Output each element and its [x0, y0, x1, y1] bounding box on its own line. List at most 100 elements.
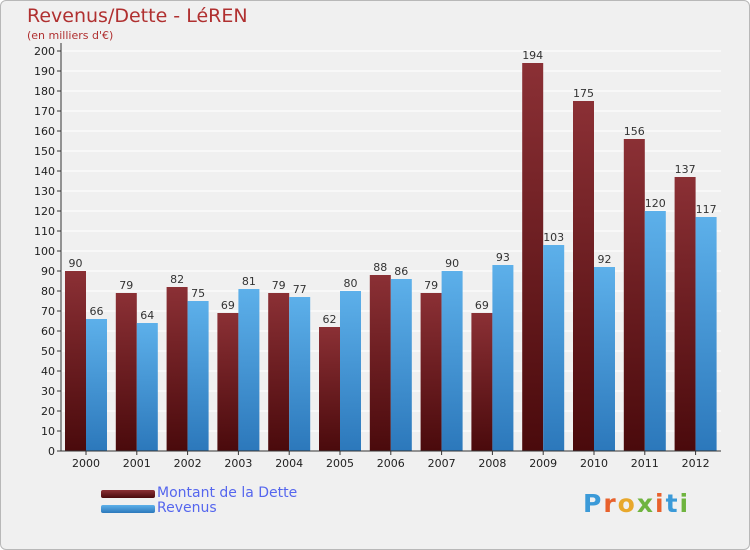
legend-label-revenus: Revenus [157, 500, 217, 516]
bar-revenus [289, 297, 311, 451]
data-label-revenus: 117 [696, 203, 717, 216]
logo-letter: r [603, 489, 618, 518]
proxiti-logo: Proxiti [583, 489, 690, 518]
data-label-revenus: 93 [496, 251, 510, 264]
legend-swatch-revenus [101, 505, 155, 513]
y-tick-label: 100 [34, 245, 55, 258]
data-label-revenus: 64 [140, 309, 154, 322]
x-tick-label: 2004 [275, 457, 303, 470]
data-label-revenus: 86 [394, 265, 408, 278]
y-tick-label: 110 [34, 225, 55, 238]
bar-revenus [594, 267, 615, 451]
y-tick-label: 70 [41, 305, 55, 318]
data-label-revenus: 77 [293, 283, 307, 296]
x-tick-label: 2011 [631, 457, 659, 470]
y-tick-label: 20 [41, 405, 55, 418]
data-label-dette: 194 [522, 49, 543, 62]
data-label-dette: 82 [170, 273, 184, 286]
x-tick-label: 2001 [123, 457, 151, 470]
y-tick-label: 120 [34, 205, 55, 218]
data-label-dette: 69 [221, 299, 235, 312]
y-tick-label: 10 [41, 425, 55, 438]
y-tick-label: 130 [34, 185, 55, 198]
bar-dette [65, 271, 86, 451]
x-tick-label: 2009 [529, 457, 557, 470]
data-label-revenus: 103 [543, 231, 564, 244]
y-tick-label: 80 [41, 285, 55, 298]
x-tick-label: 2000 [72, 457, 100, 470]
data-label-dette: 88 [373, 261, 387, 274]
data-label-dette: 69 [475, 299, 489, 312]
data-label-revenus: 120 [645, 197, 666, 210]
data-label-dette: 79 [119, 279, 133, 292]
bar-dette [217, 313, 239, 451]
bar-revenus [136, 323, 158, 451]
chart-subtitle: (en milliers d'€) [27, 29, 114, 42]
y-tick-label: 40 [41, 365, 55, 378]
x-tick-label: 2003 [224, 457, 252, 470]
legend-swatch-dette [101, 490, 155, 498]
logo-letter: i [679, 489, 691, 518]
y-tick-label: 170 [34, 105, 55, 118]
y-tick-label: 140 [34, 165, 55, 178]
x-tick-label: 2010 [580, 457, 608, 470]
bar-dette [369, 275, 391, 451]
bar-dette [623, 139, 645, 451]
y-tick-label: 50 [41, 345, 55, 358]
bar-dette [420, 293, 442, 451]
y-tick-label: 90 [41, 265, 55, 278]
data-label-dette: 62 [323, 313, 337, 326]
data-label-revenus: 66 [90, 305, 104, 318]
bar-dette [471, 313, 493, 451]
bar-dette [115, 293, 137, 451]
legend-label-dette: Montant de la Dette [157, 485, 298, 501]
logo-letter: t [665, 489, 680, 518]
y-tick-label: 30 [41, 385, 55, 398]
axes [57, 43, 721, 455]
bar-chart: 0 10 20 30 40 50 60 70 80 90 100 110 120 130 140 150 160… [34, 43, 721, 470]
logo-letter: i [655, 489, 666, 518]
bar-revenus [187, 301, 209, 451]
logo-letter: P [583, 489, 604, 518]
y-tick-label: 160 [34, 125, 55, 138]
chart-title: Revenus/Dette - LéREN [27, 5, 248, 27]
bar-revenus [86, 319, 107, 451]
y-tick-label: 150 [34, 145, 55, 158]
bar-revenus [340, 291, 361, 451]
data-label-revenus: 92 [598, 253, 612, 266]
x-tick-label: 2012 [682, 457, 710, 470]
x-tick-label: 2005 [326, 457, 354, 470]
data-label-dette: 79 [272, 279, 286, 292]
x-tick-label: 2002 [174, 457, 202, 470]
y-tick-label: 190 [34, 65, 55, 78]
bar-revenus [492, 265, 514, 451]
x-tick-label: 2006 [377, 457, 405, 470]
data-label-revenus: 75 [191, 287, 205, 300]
data-label-revenus: 90 [445, 257, 459, 270]
bar-revenus [644, 211, 666, 451]
y-tick-label: 200 [34, 45, 55, 58]
bar-revenus [238, 289, 260, 451]
bar-dette [268, 293, 290, 451]
bar-dette [319, 327, 340, 451]
bar-revenus [543, 245, 565, 451]
y-tick-label: 180 [34, 85, 55, 98]
data-label-dette: 137 [675, 163, 696, 176]
data-label-dette: 79 [424, 279, 438, 292]
bar-dette [522, 63, 544, 451]
labels: 0 10 20 30 40 50 60 70 80 90 100 110 120 130 140 150 160… [34, 45, 717, 470]
bar-revenus [695, 217, 717, 451]
data-label-dette: 90 [69, 257, 83, 270]
bar-revenus [441, 271, 463, 451]
bar-dette [166, 287, 188, 451]
bar-revenus [390, 279, 412, 451]
bars [65, 63, 717, 451]
data-label-dette: 156 [624, 125, 645, 138]
y-tick-label: 60 [41, 325, 55, 338]
data-label-dette: 175 [573, 87, 594, 100]
logo-letter: x [636, 489, 655, 518]
bar-dette [674, 177, 696, 451]
data-label-revenus: 80 [344, 277, 358, 290]
bar-dette [573, 101, 594, 451]
